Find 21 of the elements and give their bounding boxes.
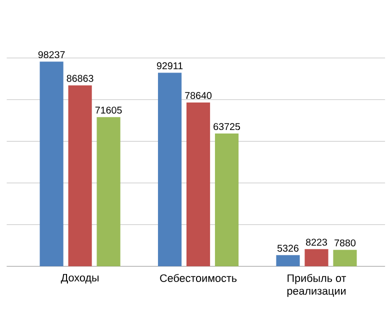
- x-tick-label: Прибыль от реализации: [287, 274, 346, 297]
- bar: [96, 117, 120, 266]
- x-tick-label: Доходы: [60, 274, 99, 284]
- bar: [276, 255, 300, 266]
- bar: [68, 85, 92, 266]
- data-label: 8223: [306, 238, 327, 246]
- data-label: 92911: [156, 62, 183, 70]
- data-label: 7880: [334, 239, 356, 246]
- data-label: 98237: [38, 51, 65, 58]
- data-label: 86863: [66, 74, 94, 82]
- bar: [333, 250, 357, 266]
- data-label: 5326: [277, 244, 298, 252]
- data-label: 63725: [214, 123, 240, 130]
- bar: [158, 72, 182, 266]
- bar: [214, 134, 239, 266]
- data-label: 71605: [95, 106, 122, 114]
- x-tick-label: Себестоимость: [160, 274, 237, 282]
- bar: [186, 102, 210, 266]
- bar: [304, 249, 328, 266]
- data-label: 78640: [185, 92, 212, 99]
- bar: [40, 62, 64, 266]
